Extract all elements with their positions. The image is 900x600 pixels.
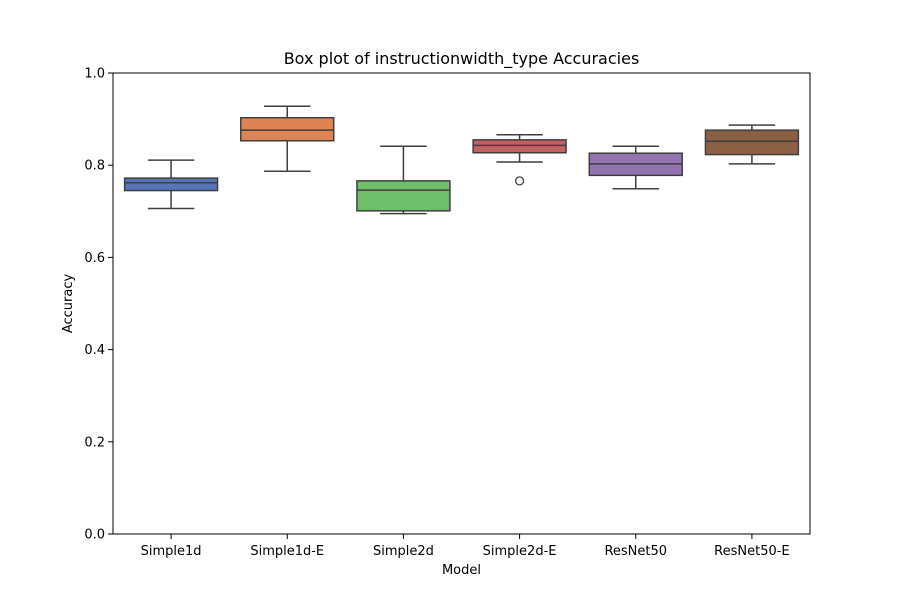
y-tick-label: 0.2 bbox=[84, 435, 105, 450]
box-simple1d-e bbox=[240, 116, 335, 142]
box-simple2d-e bbox=[472, 139, 567, 154]
x-tick-label: Simple1d-E bbox=[250, 544, 324, 559]
y-tick-label: 1.0 bbox=[84, 67, 105, 82]
box-simple1d bbox=[123, 177, 219, 192]
axes-frame bbox=[112, 72, 811, 535]
y-axis-label: Accuracy bbox=[61, 274, 76, 334]
chart-title: Box plot of instructionwidth_type Accura… bbox=[284, 49, 640, 69]
x-tick-label: ResNet50 bbox=[604, 544, 667, 559]
box-resnet50-e bbox=[704, 129, 800, 156]
x-tick-label: Simple2d bbox=[373, 544, 434, 559]
x-tick-label: Simple1d bbox=[141, 544, 202, 559]
x-axis-label: Model bbox=[442, 563, 481, 578]
y-tick-label: 0.0 bbox=[84, 528, 105, 543]
y-tick-label: 0.6 bbox=[84, 251, 105, 266]
x-tick-label: ResNet50-E bbox=[714, 544, 790, 559]
box-simple2d bbox=[356, 180, 451, 212]
plot-area: 0.0 0.2 0.4 0.6 0.8 1.0 Simple1d Simple1d-E Simp… bbox=[84, 67, 811, 559]
outlier-point bbox=[514, 176, 525, 186]
y-tick-label: 0.8 bbox=[84, 159, 105, 174]
x-tick-label: Simple2d-E bbox=[483, 544, 557, 559]
y-tick-label: 0.4 bbox=[84, 343, 105, 358]
